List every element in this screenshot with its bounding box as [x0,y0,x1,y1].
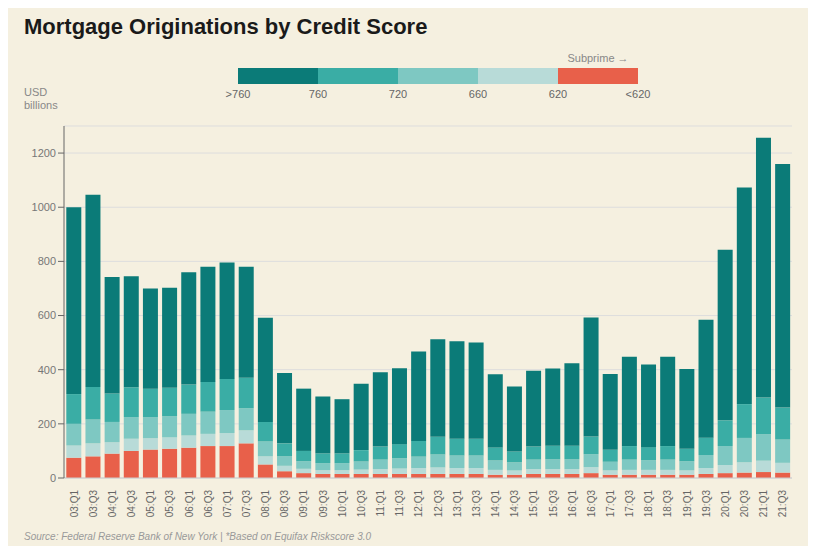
html-text:<620: <620 [625,88,651,100]
svg-text:12:Q3: 12:Q3 [433,490,444,518]
svg-text:08:Q3: 08:Q3 [279,490,290,518]
svg-text:11:Q3: 11:Q3 [394,490,405,517]
svg-text:16:Q3: 16:Q3 [586,490,597,518]
svg-text:400: 400 [38,364,56,376]
svg-text:07:Q3: 07:Q3 [241,490,252,518]
svg-text:18:Q3: 18:Q3 [662,490,673,518]
html-text:760: 760 [308,88,328,100]
svg-text:13:Q1: 13:Q1 [452,490,463,518]
html-text:720: 720 [388,88,408,100]
svg-text:10:Q3: 10:Q3 [356,490,367,518]
svg-text:800: 800 [38,255,56,267]
svg-text:12:Q1: 12:Q1 [413,490,424,518]
html-text:Subprime →: Subprime → [567,52,629,64]
svg-text:600: 600 [38,309,56,321]
svg-text:20:Q3: 20:Q3 [739,490,750,518]
svg-text:03:Q1: 03:Q1 [69,490,80,518]
svg-text:1200: 1200 [32,147,56,159]
html-text:620: 620 [548,88,568,100]
html-text:USD billions: USD billions [24,86,58,111]
html-text:Source: Federal Reserve Bank o: Source: Federal Reserve Bank of New York… [24,531,371,542]
svg-text:06:Q3: 06:Q3 [203,490,214,518]
svg-text:08:Q1: 08:Q1 [260,490,271,518]
svg-text:15:Q1: 15:Q1 [528,490,539,518]
svg-text:14:Q3: 14:Q3 [509,490,520,518]
svg-text:04:Q1: 04:Q1 [107,490,118,518]
svg-text:21:Q3: 21:Q3 [777,490,788,518]
svg-text:07:Q1: 07:Q1 [222,490,233,518]
html-text:Mortgage Originations by Credi: Mortgage Originations by Credit Score [24,14,428,39]
svg-text:15:Q3: 15:Q3 [548,490,559,518]
svg-text:17:Q1: 17:Q1 [605,490,616,518]
svg-text:04:Q3: 04:Q3 [126,490,137,518]
svg-text:0: 0 [50,472,56,484]
svg-text:18:Q1: 18:Q1 [643,490,654,518]
svg-text:10:Q1: 10:Q1 [337,490,348,518]
svg-text:14:Q1: 14:Q1 [490,490,501,518]
svg-text:05:Q3: 05:Q3 [164,490,175,518]
svg-text:11:Q1: 11:Q1 [375,490,386,517]
svg-text:17:Q3: 17:Q3 [624,490,635,518]
svg-text:03:Q3: 03:Q3 [88,490,99,518]
svg-text:09:Q3: 09:Q3 [318,490,329,518]
svg-text:09:Q1: 09:Q1 [298,490,309,518]
svg-text:20:Q1: 20:Q1 [720,490,731,518]
html-text:660: 660 [468,88,488,100]
svg-text:05:Q1: 05:Q1 [145,490,156,518]
html-text:>760: >760 [225,88,251,100]
svg-text:200: 200 [38,418,56,430]
svg-text:21:Q1: 21:Q1 [758,490,769,518]
svg-text:1000: 1000 [32,201,56,213]
svg-text:19:Q1: 19:Q1 [682,490,693,518]
svg-text:16:Q1: 16:Q1 [567,490,578,518]
svg-text:06:Q1: 06:Q1 [184,490,195,518]
svg-text:13:Q3: 13:Q3 [471,490,482,518]
svg-text:19:Q3: 19:Q3 [701,490,712,518]
